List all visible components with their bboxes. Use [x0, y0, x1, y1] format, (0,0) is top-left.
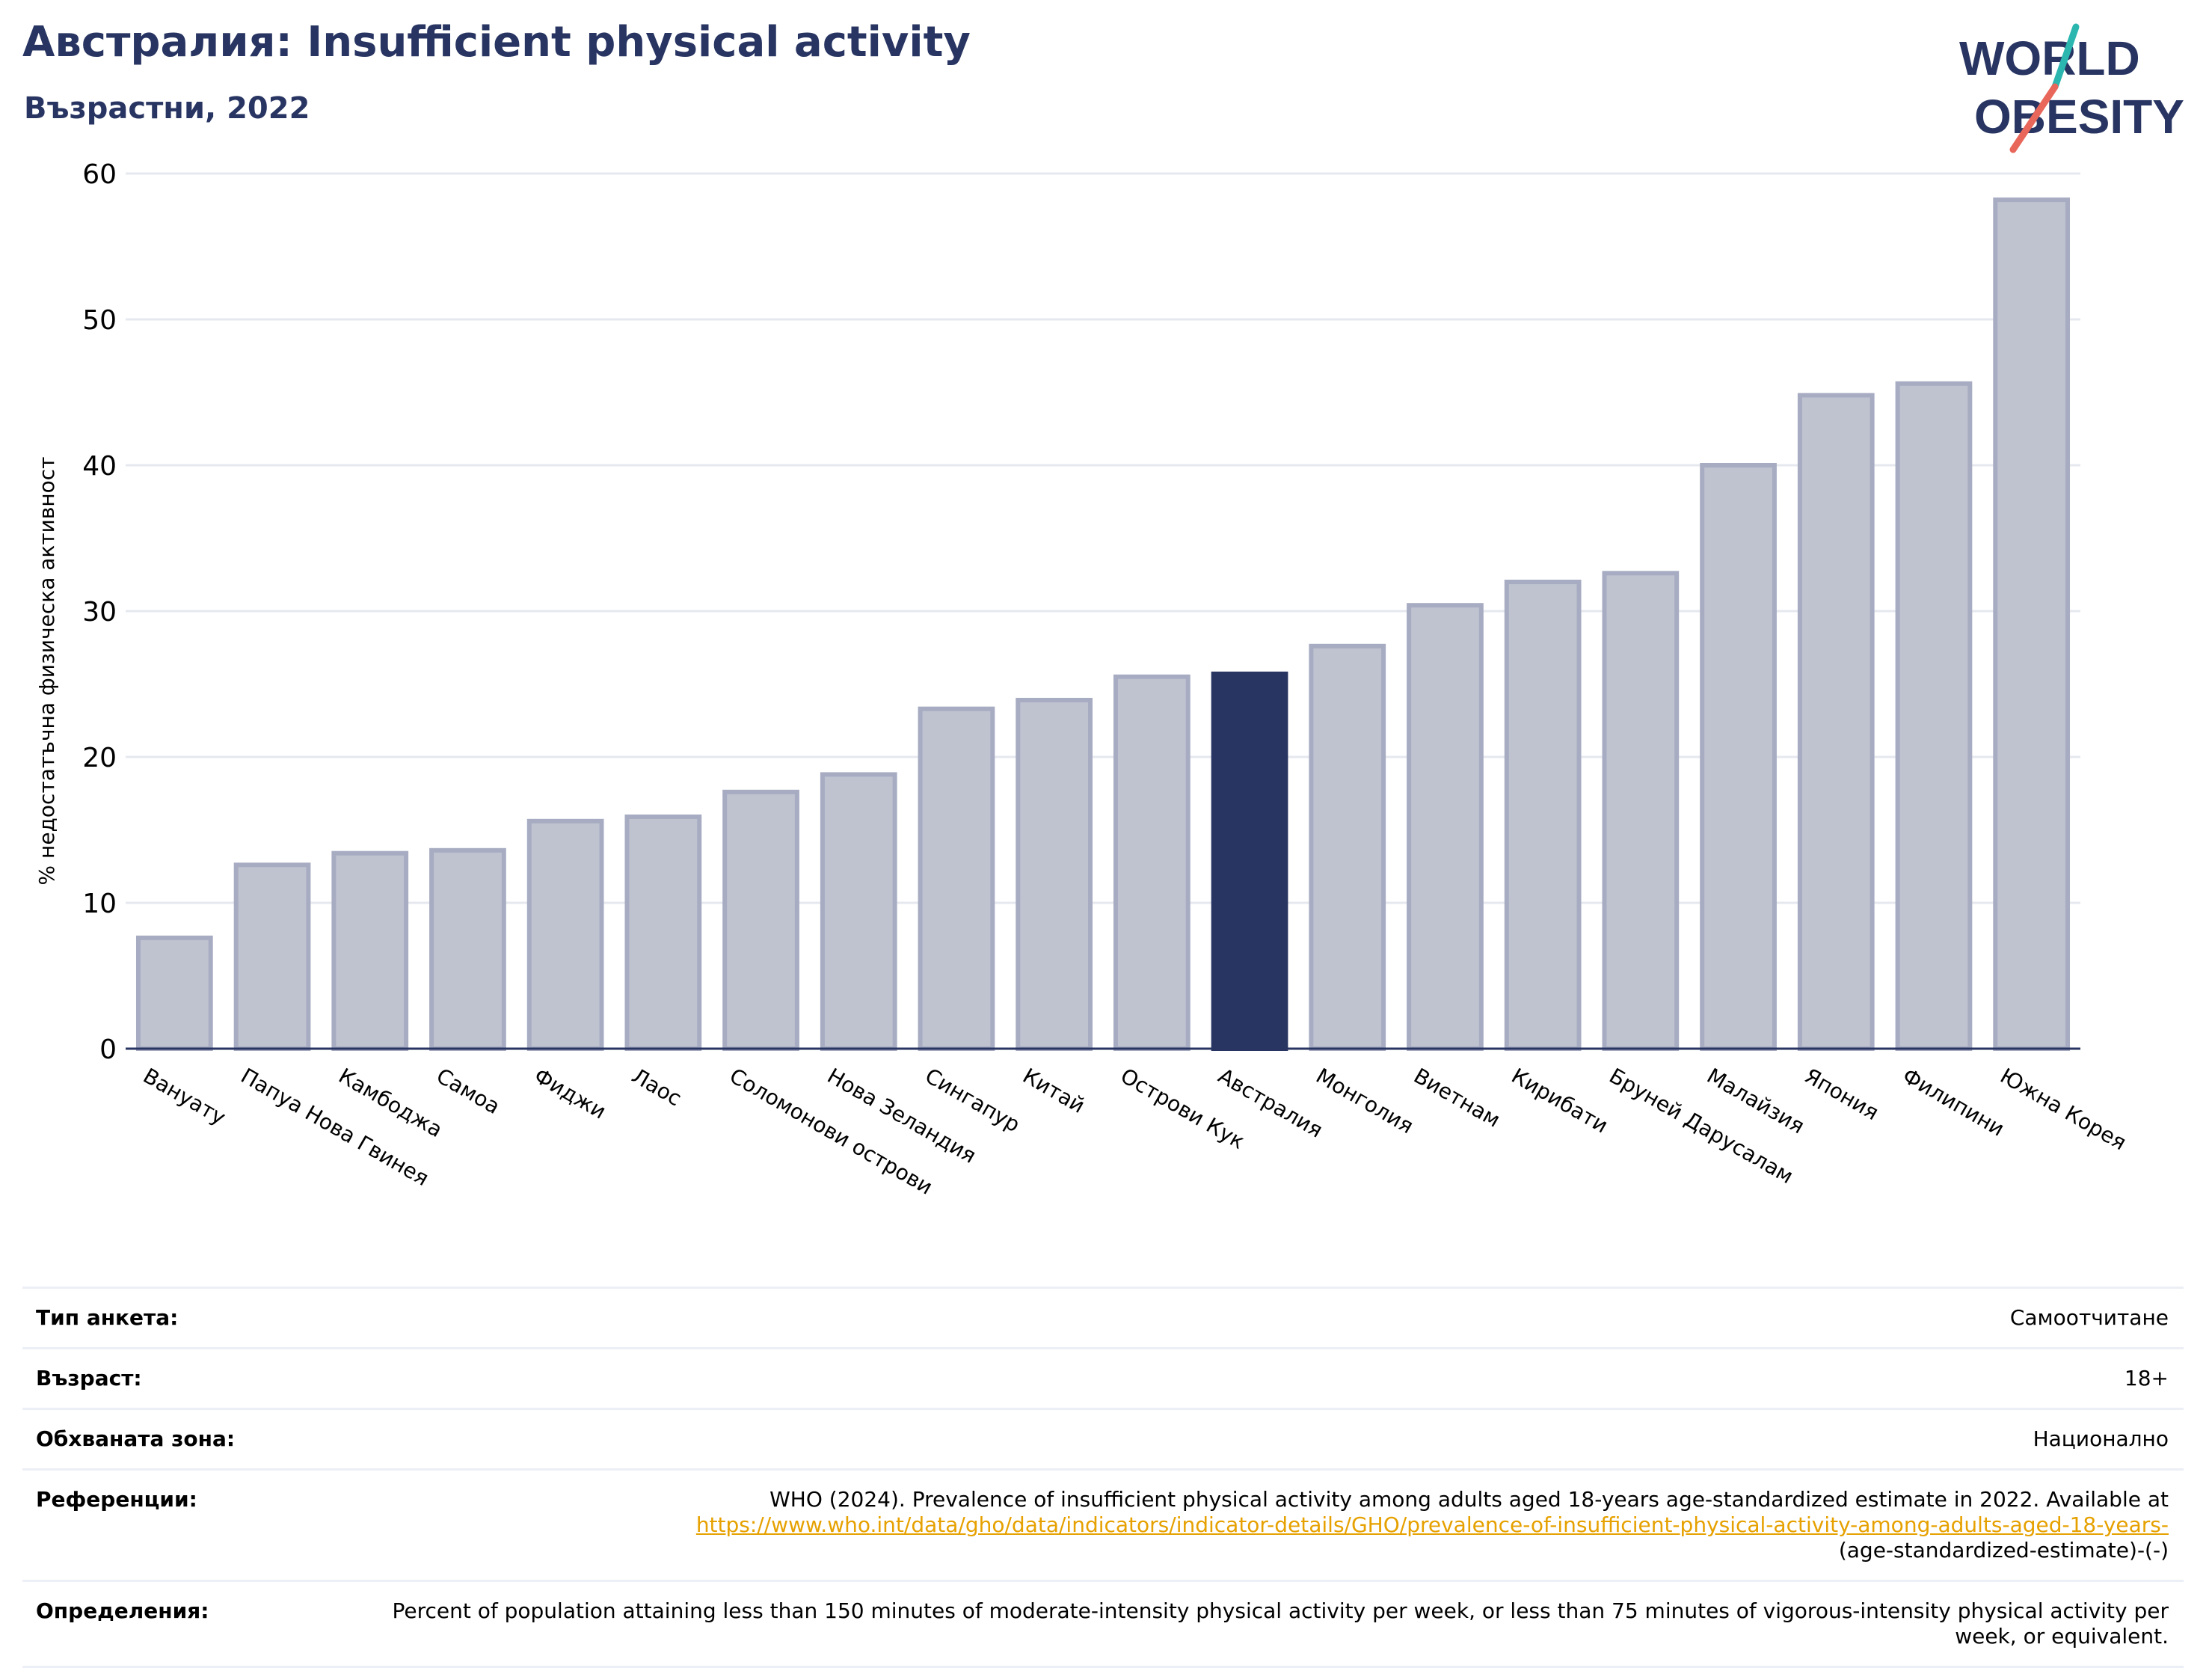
bar	[1504, 580, 1582, 1051]
y-axis-label: % недостатъчна физическа активност	[34, 457, 59, 886]
bar-highlight	[1211, 671, 1288, 1051]
x-tick-label: Филипини	[1898, 1063, 2009, 1141]
x-tick-label: Южна Корея	[1996, 1063, 2130, 1155]
definitions-label: Определения:	[36, 1598, 209, 1623]
references-label: Референции:	[36, 1487, 197, 1512]
references-link[interactable]: https://www.who.int/data/gho/data/indica…	[695, 1512, 2169, 1537]
x-tick-label: Самоа	[432, 1063, 504, 1119]
bar	[1797, 393, 1875, 1051]
chart-title: Австралия: Insufficient physical activit…	[22, 18, 971, 67]
area-label: Обхваната зона:	[36, 1426, 236, 1451]
survey-value: Самоотчитане	[2009, 1305, 2169, 1330]
x-tick-label: Виетнам	[1410, 1063, 1505, 1132]
bar	[233, 862, 311, 1052]
bar	[331, 850, 409, 1051]
y-tick-label: 0	[99, 1034, 117, 1065]
y-tick-label: 60	[82, 159, 117, 190]
bar	[1113, 674, 1191, 1051]
y-tick-label: 20	[82, 743, 117, 773]
x-tick-label: Бруней Дарусалам	[1605, 1063, 1798, 1189]
logo-text-world: WORLD	[1959, 31, 2140, 85]
age-value: 18+	[2124, 1366, 2169, 1390]
y-tick-label: 40	[82, 451, 117, 482]
age-label: Възраст:	[36, 1366, 142, 1390]
bar	[1700, 463, 1777, 1051]
y-tick-label: 10	[82, 889, 117, 919]
x-tick-label: Фиджи	[530, 1063, 611, 1123]
logo-slash-teal	[2051, 23, 2080, 91]
meta-row-age: Възраст: 18+	[22, 1347, 2184, 1408]
bar	[429, 847, 506, 1052]
x-tick-label: Монголия	[1312, 1063, 1418, 1138]
bar	[918, 706, 995, 1052]
bar	[1309, 643, 1386, 1051]
meta-row-survey: Тип анкета: Самоотчитане	[22, 1287, 2184, 1347]
y-tick-label: 30	[82, 597, 117, 628]
bar	[1895, 381, 1973, 1051]
bar	[1407, 603, 1484, 1051]
bar	[722, 789, 799, 1052]
x-tick-label: Лаос	[627, 1063, 686, 1111]
x-tick-label: Япония	[1801, 1063, 1883, 1125]
logo-slash-coral	[2009, 83, 2059, 153]
y-tick-label: 50	[82, 305, 117, 336]
bar	[1993, 197, 2071, 1052]
logo-text-obesity: OBESITY	[1974, 90, 2184, 144]
world-obesity-logo: WORLD OBESITY	[1959, 23, 2184, 153]
x-tick-label: Китай	[1019, 1063, 1089, 1117]
bar	[135, 935, 213, 1052]
meta-row-references: Референции: WHO (2024). Prevalence of in…	[22, 1468, 2184, 1580]
survey-label: Тип анкета:	[36, 1305, 179, 1330]
references-tail: (age-standardized-estimate)-(-)	[1838, 1538, 2169, 1563]
bar	[526, 818, 604, 1052]
area-value: Национално	[2033, 1426, 2169, 1451]
meta-row-definitions: Определения: Percent of population attai…	[22, 1580, 2184, 1668]
bar	[1602, 571, 1680, 1051]
meta-row-area: Обхваната зона: Национално	[22, 1408, 2184, 1468]
bar	[1016, 697, 1093, 1051]
references-text: WHO (2024). Prevalence of insufficient p…	[769, 1487, 2169, 1512]
bar-chart: 0 10 20 30 40 50 60 % недостатъчна физическа ак…	[34, 159, 2130, 1200]
chart-subtitle: Възрастни, 2022	[24, 91, 310, 126]
references-value: WHO (2024). Prevalence of insufficient p…	[350, 1487, 2169, 1563]
x-tick-label: Кирибати	[1508, 1063, 1612, 1138]
x-tick-label: Папуа Нова Гвинея	[237, 1063, 433, 1191]
bar	[820, 772, 897, 1052]
definitions-value: Percent of population attaining less tha…	[392, 1598, 2169, 1649]
x-tick-label: Вануату	[139, 1063, 230, 1129]
bar	[624, 814, 702, 1051]
metadata-table: Тип анкета: Самоотчитане Възраст: 18+ Об…	[22, 1287, 2184, 1668]
